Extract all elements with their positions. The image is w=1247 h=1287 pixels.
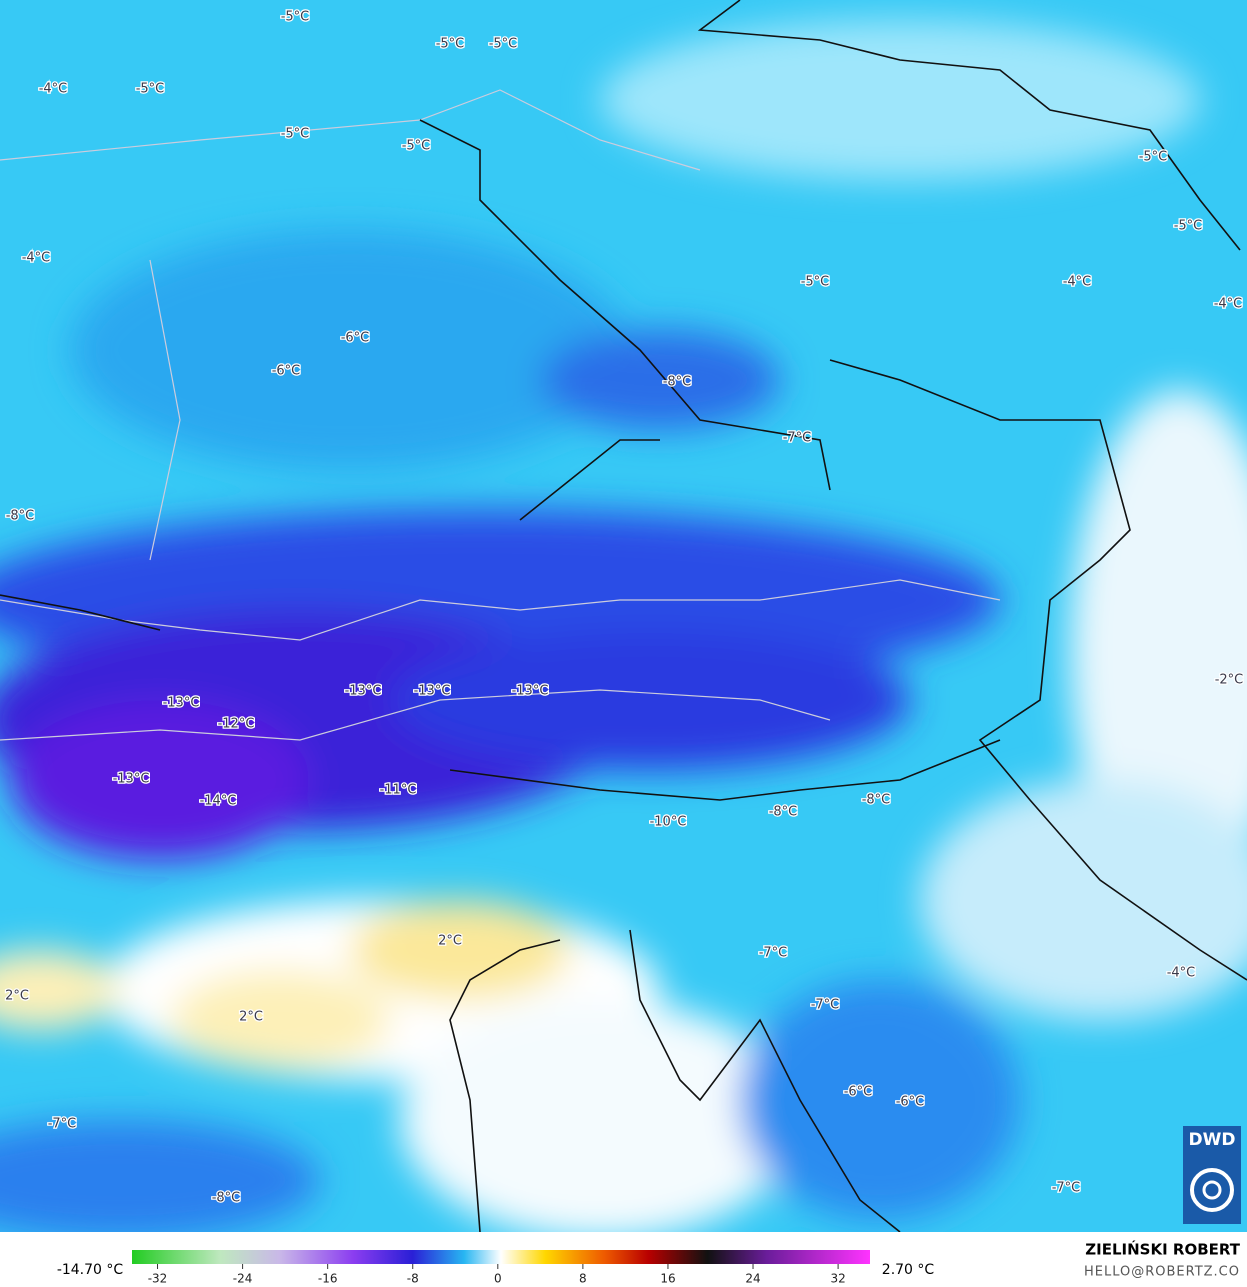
- temp-label: -13°C: [113, 772, 150, 787]
- temp-label: -12°C: [218, 717, 255, 732]
- temp-label: -6°C: [844, 1085, 873, 1100]
- map-field: [0, 0, 1247, 1240]
- colorbar-tick-label: -24: [233, 1272, 253, 1286]
- colorbar-tick-label: 32: [830, 1272, 845, 1286]
- colorbar-tick-label: -8: [407, 1272, 419, 1286]
- temp-label: -8°C: [769, 805, 798, 820]
- temp-label: -8°C: [862, 793, 891, 808]
- colorbar-min: -14.70 °C: [57, 1262, 124, 1278]
- temp-label: -4°C: [1063, 275, 1092, 290]
- logo-box: [1183, 1126, 1241, 1224]
- temp-label: -5°C: [281, 127, 310, 142]
- temp-label: -11°C: [380, 783, 417, 798]
- temp-label: -7°C: [811, 998, 840, 1013]
- temp-label: -6°C: [272, 364, 301, 379]
- temp-label: -6°C: [896, 1095, 925, 1110]
- temp-label: -5°C: [1139, 150, 1168, 165]
- temp-label: -4°C: [39, 82, 68, 97]
- colorbar-tick-label: 0: [494, 1272, 502, 1286]
- temp-label: -13°C: [414, 684, 451, 699]
- temp-label: -5°C: [1174, 219, 1203, 234]
- temp-label: -10°C: [650, 815, 687, 830]
- temp-label: -5°C: [489, 37, 518, 52]
- temp-label: -4°C: [1214, 297, 1243, 312]
- temp-label: -7°C: [1052, 1181, 1081, 1196]
- credit-contact: HELLO@ROBERTZ.CO: [1084, 1265, 1240, 1280]
- colorbar-tick-label: 16: [660, 1272, 675, 1286]
- temp-label: 2°C: [438, 934, 462, 949]
- temp-label: -7°C: [783, 431, 812, 446]
- temp-label: -6°C: [341, 331, 370, 346]
- temp-label: -5°C: [402, 139, 431, 154]
- temp-label: -13°C: [512, 684, 549, 699]
- colorbar-tick-label: 8: [579, 1272, 587, 1286]
- logo-text: DWD: [1189, 1130, 1236, 1150]
- colorbar-tick-label: -32: [148, 1272, 168, 1286]
- temp-label: -2°C: [1215, 673, 1244, 688]
- temp-label: -4°C: [22, 251, 51, 266]
- temp-label: -5°C: [136, 82, 165, 97]
- temp-label: -7°C: [759, 946, 788, 961]
- temp-label: -14°C: [200, 794, 237, 809]
- colorbar-max: 2.70 °C: [882, 1262, 935, 1278]
- colorbar-tick-label: 24: [745, 1272, 760, 1286]
- temp-label: -8°C: [6, 509, 35, 524]
- credit-author: ZIELIŃSKI ROBERT: [1085, 1240, 1240, 1259]
- logo-swirl: [1190, 1168, 1234, 1212]
- temp-label: -4°C: [1167, 966, 1196, 981]
- temp-label: -5°C: [801, 275, 830, 290]
- temp-label: -13°C: [163, 696, 200, 711]
- temp-label: -8°C: [212, 1191, 241, 1206]
- temp-label: -7°C: [48, 1117, 77, 1132]
- temp-label: -5°C: [436, 37, 465, 52]
- temp-label: -13°C: [345, 684, 382, 699]
- colorbar-tick-label: -16: [318, 1272, 338, 1286]
- logo-swirl-inner: [1202, 1180, 1222, 1200]
- colorbar: [132, 1250, 870, 1264]
- temp-label: 2°C: [5, 989, 29, 1004]
- temp-label: -8°C: [663, 375, 692, 390]
- temp-label: -5°C: [281, 10, 310, 25]
- temp-label: 2°C: [239, 1010, 263, 1025]
